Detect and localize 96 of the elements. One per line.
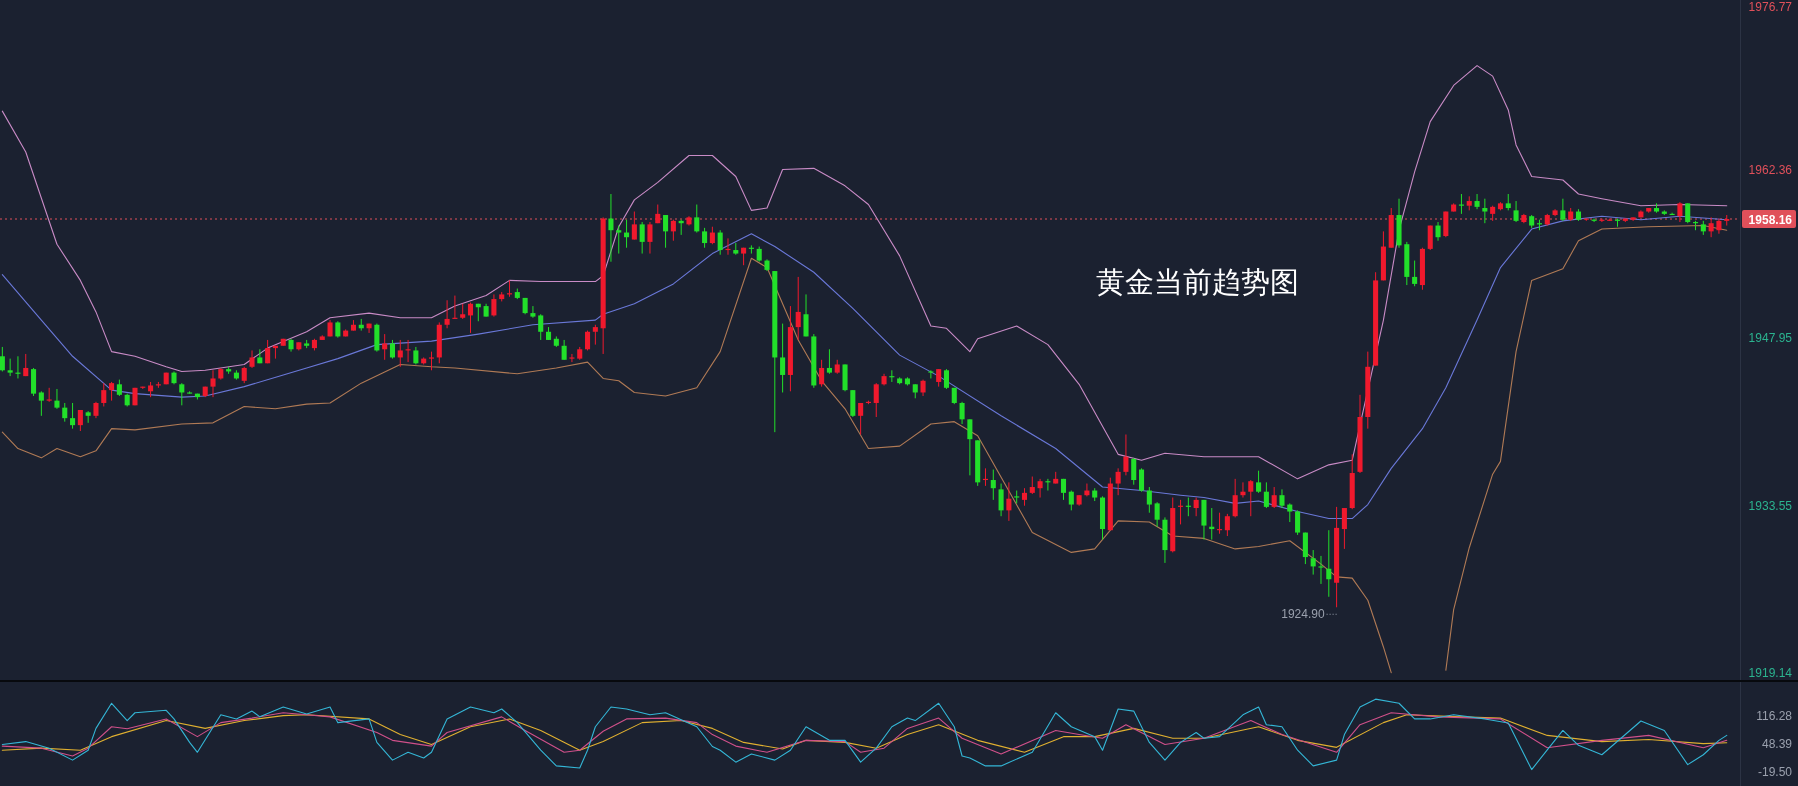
y-tick-label: 1976.77 [1748, 0, 1793, 14]
y-tick-label: 1919.14 [1748, 666, 1793, 680]
candlestick [491, 293, 497, 318]
annotation: 1924.90 [1281, 607, 1325, 622]
candlestick [1318, 555, 1324, 585]
candlestick [1560, 198, 1566, 222]
line-series [1445, 224, 1728, 671]
candlestick [795, 276, 801, 341]
candlestick [998, 483, 1004, 517]
candlestick [826, 348, 832, 375]
candlestick [1685, 202, 1691, 224]
candlestick [1287, 502, 1293, 523]
candlestick [1341, 507, 1347, 550]
line-series [1, 65, 1728, 480]
candlestick [179, 382, 185, 406]
candlestick [7, 358, 13, 377]
candlestick [616, 225, 622, 255]
candlestick [210, 369, 216, 398]
candlestick [382, 333, 388, 361]
candlestick [1006, 481, 1012, 522]
candlestick [101, 382, 107, 407]
candlestick [1326, 529, 1332, 598]
candlestick [70, 402, 76, 430]
candlestick [647, 221, 653, 255]
candlestick [1427, 225, 1433, 251]
candlestick [1256, 470, 1262, 494]
y-tick-label: 1933.55 [1748, 499, 1793, 514]
candlestick [803, 293, 809, 337]
candlestick [0, 346, 5, 372]
candlestick [54, 388, 60, 410]
candlestick [1193, 497, 1199, 517]
candlestick [530, 305, 536, 319]
candlestick [1513, 200, 1519, 223]
candlestick [109, 381, 115, 402]
line-series [1, 698, 1728, 771]
candlestick [873, 382, 879, 418]
y-tick-label: 116.28 [1756, 709, 1793, 724]
candlestick [592, 324, 598, 346]
candlestick [1708, 216, 1714, 238]
candlestick [608, 193, 614, 263]
candlestick [725, 237, 731, 256]
candlestick [1146, 486, 1152, 514]
y-tick-label: 48.39 [1761, 737, 1793, 752]
candlestick [538, 313, 544, 341]
candlestick [1310, 549, 1316, 576]
candlestick [631, 211, 637, 241]
candlestick [1131, 457, 1137, 486]
candlestick [467, 302, 474, 334]
candlestick [1677, 201, 1683, 223]
candlestick [1123, 434, 1129, 476]
candlestick [858, 402, 864, 435]
candlestick [38, 390, 44, 417]
candlestick [444, 299, 450, 329]
candlestick [1240, 481, 1246, 499]
candlestick [1224, 513, 1230, 537]
ref-line-label: 1958.16 [1748, 213, 1793, 227]
candlestick [585, 330, 591, 351]
candlestick [428, 351, 435, 371]
candlestick [1115, 467, 1121, 496]
candlestick [569, 353, 575, 363]
line-series [1, 257, 1392, 674]
candlestick [967, 418, 973, 476]
candlestick [959, 401, 965, 425]
y-tick-label: -19.50 [1757, 765, 1793, 780]
candlestick [561, 339, 567, 361]
candlestick [1435, 221, 1441, 242]
candlestick [943, 368, 949, 390]
candlestick [702, 227, 708, 249]
candlestick [397, 339, 403, 368]
candlestick [990, 469, 996, 501]
candlestick [780, 323, 786, 393]
candlestick [694, 204, 700, 234]
candlestick [717, 229, 723, 256]
candlestick [1279, 488, 1285, 509]
candlestick [1139, 467, 1145, 493]
candlestick [1037, 478, 1043, 499]
candlestick [1412, 260, 1418, 287]
candlestick [62, 402, 68, 423]
candlestick [670, 219, 676, 242]
candlestick [1263, 481, 1269, 509]
candlestick [1474, 193, 1480, 210]
y-tick-label: 1947.95 [1748, 331, 1793, 346]
candlestick [1295, 509, 1301, 536]
candlestick [819, 359, 825, 388]
candlestick [389, 339, 396, 360]
candlestick [1068, 490, 1074, 511]
candlestick [1482, 198, 1488, 224]
candlestick [1232, 478, 1238, 518]
y-tick-label: 1962.36 [1748, 162, 1793, 177]
candlestick [639, 221, 645, 255]
candlestick [1154, 501, 1160, 528]
candlestick [663, 214, 669, 249]
candlestick [1248, 479, 1254, 517]
candlestick [928, 369, 934, 379]
annotation: 黄金当前趋势图 [1095, 266, 1299, 299]
candlestick [1271, 486, 1277, 509]
